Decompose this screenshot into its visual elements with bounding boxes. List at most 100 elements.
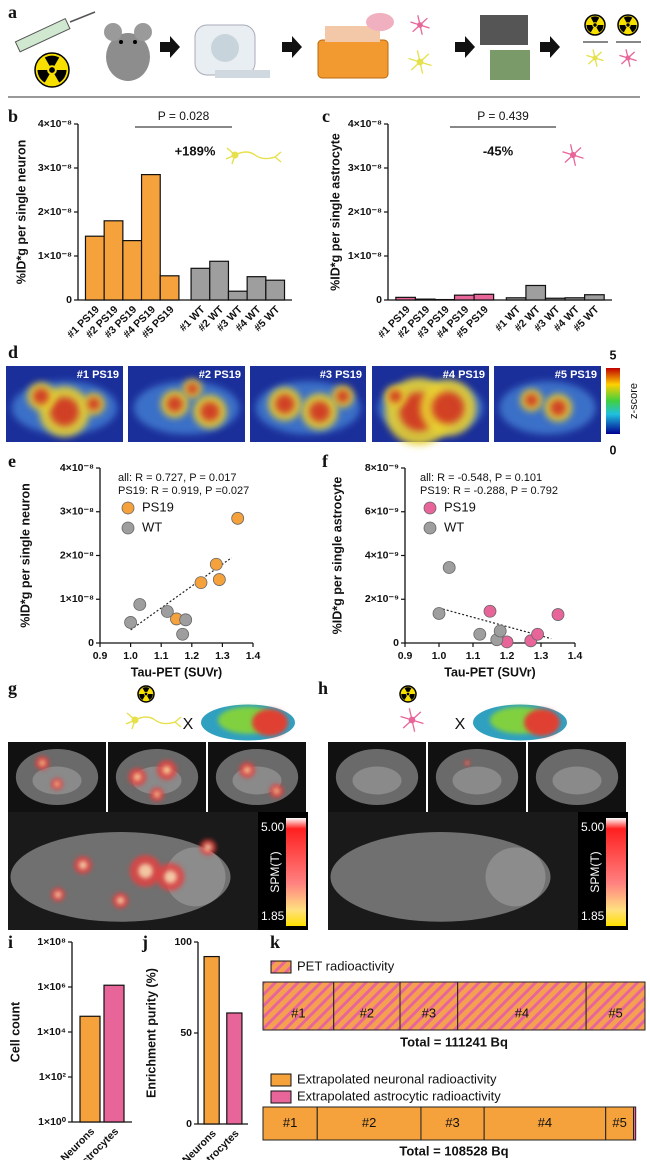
pet-bed xyxy=(215,70,270,78)
radiation-blade xyxy=(623,16,633,23)
cell-icon xyxy=(408,50,432,74)
point xyxy=(531,627,544,641)
y-tick-label: 6×10⁻⁹ xyxy=(365,506,399,518)
cell-icon xyxy=(562,144,584,166)
zscore-core xyxy=(389,390,402,403)
legend-marker xyxy=(121,501,135,515)
y-tick-label: 0 xyxy=(88,637,94,649)
bar-segment xyxy=(262,981,335,1031)
panel-label: c xyxy=(322,106,330,126)
x-tick-label: 1.4 xyxy=(568,650,583,662)
stats-annotation: PS19: R = -0.288, P = 0.792 xyxy=(420,485,558,497)
zscore-core xyxy=(186,383,198,395)
spm-core xyxy=(78,861,88,870)
zscore-core xyxy=(50,397,79,426)
tube-rack xyxy=(325,26,380,42)
y-tick-label: 3×10⁻⁸ xyxy=(348,162,382,174)
point xyxy=(551,608,565,621)
legend-label: PET radioactivity xyxy=(297,958,395,973)
legend-marker xyxy=(423,521,437,535)
radiation-blade xyxy=(596,25,604,33)
panel-label: h xyxy=(318,678,328,698)
zscore-core xyxy=(432,391,465,424)
y-axis-label: %ID*g per single astrocyte xyxy=(330,477,344,635)
radiation-center xyxy=(144,692,148,696)
bar xyxy=(227,290,248,301)
p-value: P = 0.439 xyxy=(477,109,529,123)
total-label: Total = 111241 Bq xyxy=(400,1034,508,1049)
point xyxy=(473,627,487,641)
cell-body xyxy=(416,58,424,66)
bar xyxy=(265,279,286,301)
bar xyxy=(473,293,495,301)
y-axis-label: Cell count xyxy=(8,1001,22,1062)
bar-segment xyxy=(399,981,459,1031)
x-tick-label: 1.0 xyxy=(432,650,447,662)
spm-core xyxy=(133,773,141,781)
cell-icon xyxy=(410,15,430,35)
point xyxy=(212,573,226,586)
y-axis-label: %ID*g per single astrocyte xyxy=(328,133,342,291)
legend-swatch xyxy=(270,1073,292,1087)
bar-segment xyxy=(316,1106,422,1141)
cell-icon xyxy=(586,49,604,67)
x-tick-label: 1.1 xyxy=(466,650,481,662)
panel-label: f xyxy=(322,451,329,471)
bar xyxy=(203,955,220,1125)
bar xyxy=(79,1015,101,1123)
y-tick-label: 4×10⁻⁹ xyxy=(365,549,399,561)
radiation-blade xyxy=(404,687,412,693)
legend-label: PS19 xyxy=(142,499,174,514)
legend-marker xyxy=(121,521,135,535)
y-tick-label: 1×10⁻⁸ xyxy=(348,250,382,262)
y-tick-label: 0 xyxy=(393,637,399,649)
tile-label: #1 PS19 xyxy=(77,369,119,381)
radiation-blade xyxy=(54,70,67,83)
legend-label: WT xyxy=(444,519,464,534)
bar xyxy=(414,298,436,301)
radiation-blade xyxy=(37,70,50,83)
point xyxy=(124,616,138,629)
spm-core xyxy=(54,891,62,898)
bar-segment xyxy=(605,1106,635,1141)
mri-brain xyxy=(330,832,551,922)
cell-body xyxy=(408,716,416,724)
y-axis-label: %ID*g per single neuron xyxy=(14,140,28,284)
cell-icon xyxy=(619,49,637,67)
bar xyxy=(103,984,125,1123)
y-tick-label: 1×10⁸ xyxy=(37,936,66,948)
x-axis-label: Tau-PET (SUVr) xyxy=(444,665,535,679)
flow-arrow xyxy=(160,36,180,58)
radiation-blade xyxy=(147,694,153,700)
point xyxy=(160,605,174,618)
bar xyxy=(140,174,161,301)
legend-label: PS19 xyxy=(444,499,476,514)
zscore-core xyxy=(200,402,220,422)
x-tick-label: 1.4 xyxy=(246,650,261,662)
y-tick-label: 1×10⁰ xyxy=(38,1116,67,1128)
pet-hot xyxy=(524,709,560,736)
point xyxy=(432,607,446,620)
y-tick-label: 2×10⁻⁸ xyxy=(348,206,382,218)
radiation-blade xyxy=(401,694,407,700)
y-tick-label: 4×10⁻⁸ xyxy=(60,462,94,474)
segment-label: #4 xyxy=(538,1115,552,1130)
stats-annotation: all: R = 0.727, P = 0.017 xyxy=(118,472,236,484)
bar xyxy=(525,284,547,301)
bar xyxy=(103,220,124,301)
segment-label: #3 xyxy=(422,1005,436,1020)
spm-colorbar xyxy=(286,818,306,926)
y-tick-label: 3×10⁻⁸ xyxy=(38,162,72,174)
pet-hot xyxy=(252,709,288,736)
segment-label: #4 xyxy=(515,1005,529,1020)
colorbar-min: 0 xyxy=(610,443,617,457)
mouse-eye xyxy=(119,40,123,44)
stats-annotation: all: R = -0.548, P = 0.101 xyxy=(420,472,542,484)
cell-body xyxy=(592,55,598,61)
zscore-colorbar xyxy=(606,368,620,434)
mouse-ear xyxy=(134,23,152,41)
bar xyxy=(226,1012,243,1125)
syringe-needle xyxy=(69,11,96,23)
bar xyxy=(453,294,475,301)
zscore-core xyxy=(87,397,101,411)
